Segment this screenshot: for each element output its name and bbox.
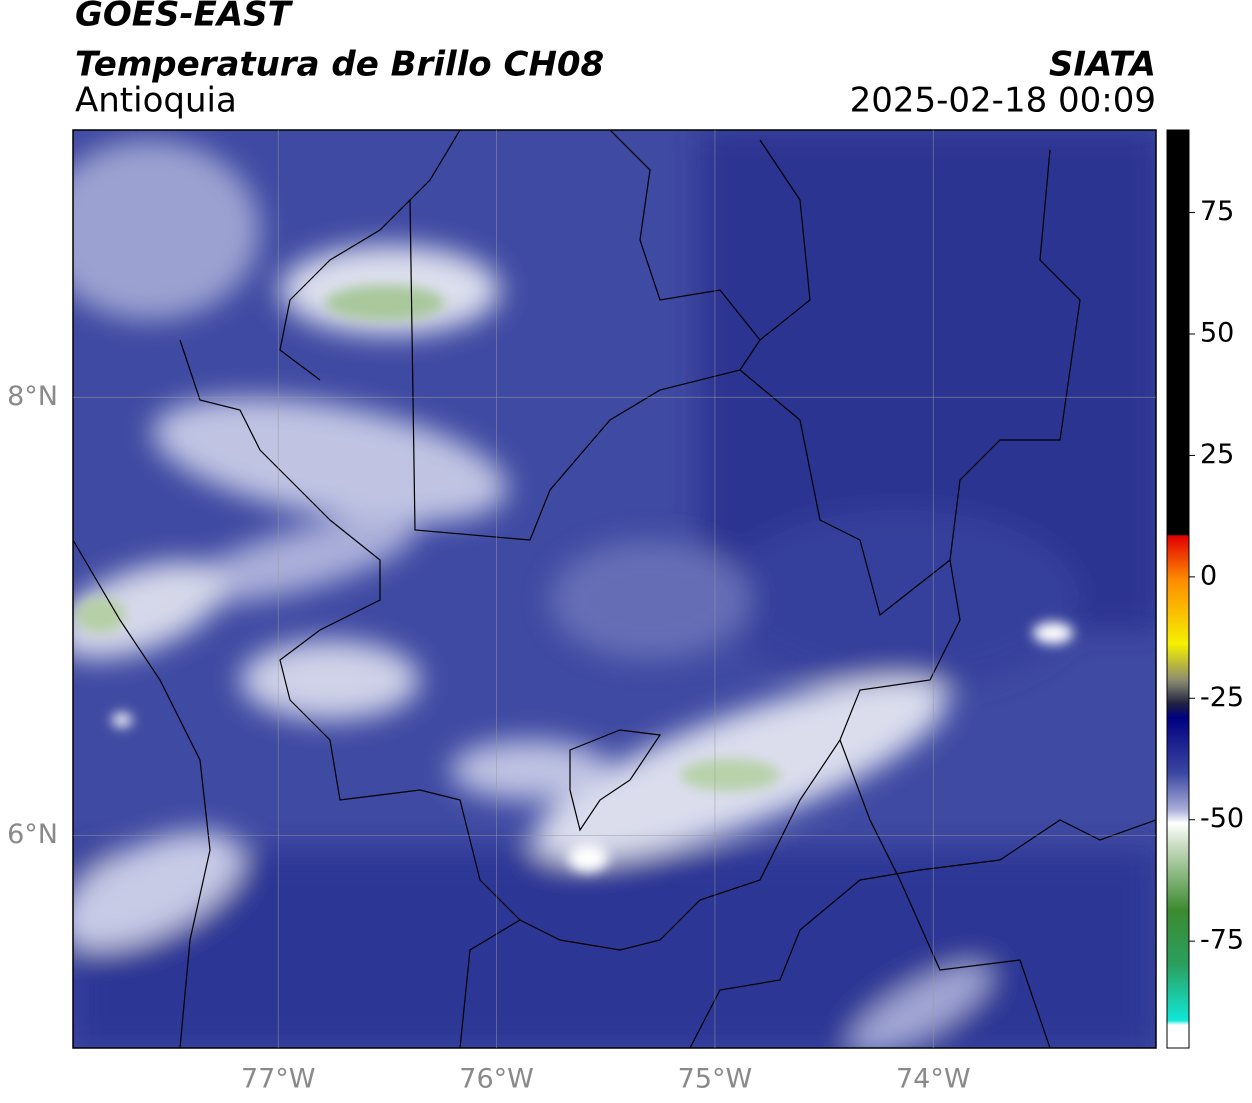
satellite-image <box>73 130 1156 1048</box>
colorbar-tick-label: 50 <box>1200 318 1234 349</box>
colorbar-tick-label: 75 <box>1200 196 1234 227</box>
map-frame <box>72 129 1157 1049</box>
lon-tick-label: 75°W <box>678 1064 753 1095</box>
timestamp: 2025-02-18 00:09 <box>850 81 1156 121</box>
colorbar <box>1166 129 1190 1049</box>
colorbar-tick-label: -50 <box>1200 803 1244 834</box>
lat-tick-label: 6°N <box>7 819 58 850</box>
region: Antioquia <box>75 81 237 121</box>
lat-tick-label: 8°N <box>7 381 58 412</box>
colorbar-tick-label: 0 <box>1200 560 1217 591</box>
borders <box>73 130 1156 1048</box>
colorbar-tick-label: 25 <box>1200 439 1234 470</box>
title: GOES-EAST <box>75 0 294 35</box>
colorbar-tick-label: -25 <box>1200 682 1244 713</box>
lon-tick-label: 74°W <box>896 1064 971 1095</box>
subtitle: Temperatura de Brillo CH08 <box>75 45 604 85</box>
colorbar-tick-label: -75 <box>1200 925 1244 956</box>
lon-tick-label: 76°W <box>459 1064 534 1095</box>
lon-tick-label: 77°W <box>241 1064 316 1095</box>
source: SIATA <box>1049 45 1156 85</box>
